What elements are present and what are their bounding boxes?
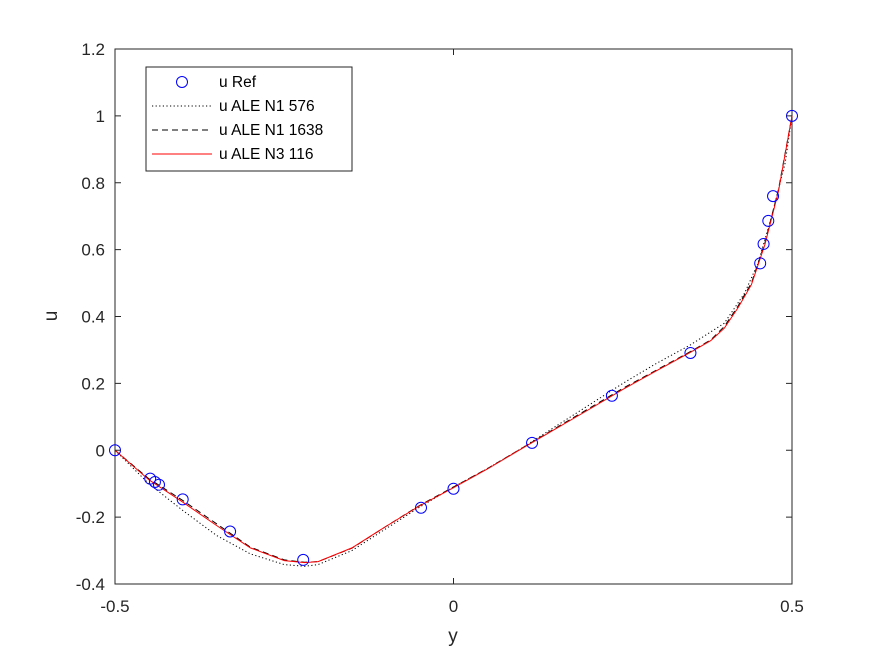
- y-tick-label: 1: [96, 107, 105, 126]
- legend-label: u ALE N1 576: [219, 98, 315, 115]
- x-tick-label: 0.5: [780, 597, 804, 616]
- y-tick-label: 0.2: [81, 374, 105, 393]
- ref-point: [224, 525, 237, 538]
- legend-marker: [176, 76, 188, 88]
- ref-point: [754, 257, 767, 270]
- ref-point: [526, 436, 539, 449]
- x-tick-label: 0: [449, 597, 458, 616]
- legend-label: u ALE N1 1638: [219, 122, 323, 139]
- series-layer: [109, 109, 798, 567]
- y-tick-label: -0.4: [76, 575, 105, 594]
- legend: u Ref u ALE N1 576 u ALE N1 1638 u ALE N3 1…: [145, 66, 353, 172]
- ref-point: [297, 553, 310, 566]
- ref-point: [684, 346, 697, 359]
- y-axis-label: u: [41, 311, 62, 322]
- x-axis-label: y: [448, 626, 458, 647]
- ref-point: [757, 237, 770, 250]
- y-tick-label: 0.4: [81, 308, 105, 327]
- ref-point: [148, 476, 161, 489]
- x-tick-label: -0.5: [100, 597, 129, 616]
- ref-point: [762, 214, 775, 227]
- series-line-3: [114, 115, 793, 564]
- ref-point: [153, 478, 166, 491]
- ref-point: [447, 482, 460, 495]
- ref-point: [605, 389, 618, 402]
- legend-label: u Ref: [219, 74, 257, 91]
- ref-point: [176, 493, 189, 506]
- y-tick-label: 0.8: [81, 174, 105, 193]
- ref-point: [767, 190, 780, 203]
- y-tick-label: 0: [96, 441, 105, 460]
- legend-label: u ALE N3 116: [219, 146, 314, 163]
- y-tick-label: 0.6: [81, 241, 105, 260]
- ref-point: [415, 501, 428, 514]
- y-tick-label: -0.2: [76, 508, 105, 527]
- y-tick-label: 1.2: [81, 40, 105, 59]
- ticks-layer: -0.5 0 0.5 -0.4 -0.2 0 0.2 0.4 0.6 0.8 1 1.2: [76, 40, 804, 616]
